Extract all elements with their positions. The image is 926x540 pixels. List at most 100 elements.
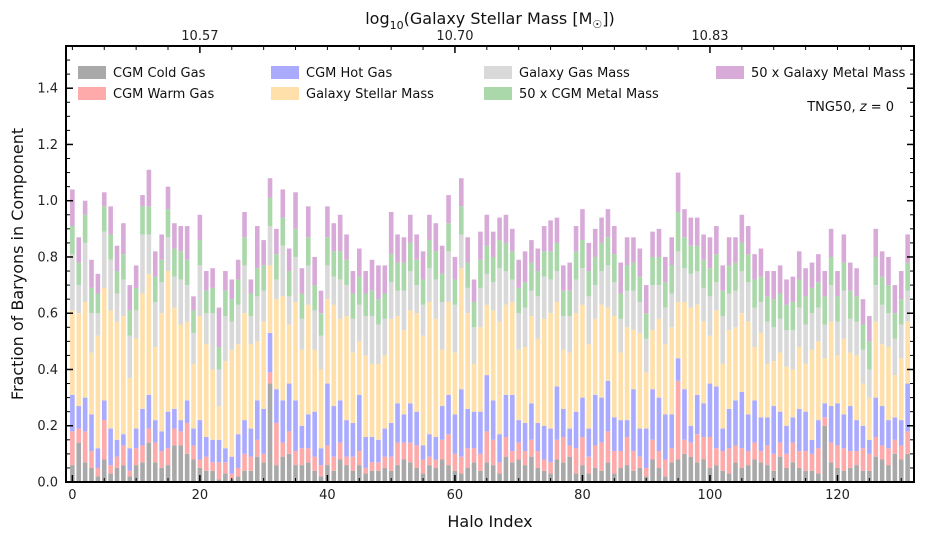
bar-segment-50-x-galaxy-metal-mass-88	[631, 237, 636, 263]
legend-label: CGM Hot Gas	[306, 66, 392, 81]
bar-segment-cgm-warm-gas-16	[172, 428, 177, 446]
bar-segment-galaxy-stellar-mass-24	[223, 361, 228, 449]
bar-segment-cgm-warm-gas-23	[216, 462, 222, 480]
bar-segment-50-x-cgm-metal-mass-98	[694, 245, 700, 272]
bar-segment-galaxy-gas-mass-39	[318, 335, 324, 370]
bar-segment-50-x-cgm-metal-mass-29	[254, 268, 260, 297]
bar-segment-50-x-galaxy-metal-mass-110	[771, 271, 777, 300]
bar-segment-cgm-cold-gas-2	[82, 462, 88, 482]
bar-segment-cgm-cold-gas-65	[484, 462, 490, 482]
bar-segment-cgm-warm-gas-6	[108, 465, 113, 474]
bar-segment-50-x-cgm-metal-mass-9	[127, 310, 133, 336]
bar-stack-102	[720, 265, 726, 482]
bar-segment-50-x-galaxy-metal-mass-6	[108, 206, 113, 235]
bar-segment-cgm-hot-gas-66	[490, 400, 496, 440]
bar-segment-50-x-cgm-metal-mass-79	[573, 251, 579, 280]
bar-segment-cgm-cold-gas-45	[357, 465, 362, 482]
bar-segment-cgm-warm-gas-35	[293, 451, 298, 466]
bar-stack-77	[561, 265, 566, 482]
bar-segment-50-x-galaxy-metal-mass-116	[809, 262, 815, 288]
bar-segment-50-x-cgm-metal-mass-49	[382, 293, 388, 319]
bar-segment-cgm-cold-gas-81	[586, 473, 592, 482]
bar-segment-50-x-cgm-metal-mass-70	[516, 287, 521, 314]
bar-stack-100	[707, 237, 713, 482]
bar-segment-galaxy-gas-mass-122	[847, 318, 853, 353]
bar-segment-cgm-cold-gas-102	[720, 470, 726, 482]
bar-segment-galaxy-gas-mass-47	[369, 316, 375, 364]
bar-segment-50-x-galaxy-metal-mass-46	[363, 271, 368, 294]
bar-stack-128	[886, 256, 891, 482]
bar-segment-galaxy-stellar-mass-26	[235, 344, 241, 435]
bar-stack-101	[714, 226, 719, 482]
bar-segment-galaxy-gas-mass-17	[178, 279, 184, 325]
bar-segment-50-x-cgm-metal-mass-99	[701, 259, 706, 288]
bar-segment-cgm-hot-gas-83	[599, 397, 604, 443]
bar-segment-galaxy-stellar-mass-34	[286, 324, 292, 384]
bar-segment-cgm-cold-gas-72	[529, 456, 534, 482]
bar-segment-galaxy-stellar-mass-76	[554, 301, 560, 387]
bar-segment-galaxy-gas-mass-51	[395, 290, 400, 317]
bar-segment-galaxy-stellar-mass-67	[497, 321, 502, 435]
bar-segment-galaxy-stellar-mass-55	[420, 335, 426, 446]
bar-segment-50-x-galaxy-metal-mass-123	[854, 268, 859, 297]
bar-segment-cgm-hot-gas-90	[643, 428, 649, 468]
bar-segment-galaxy-gas-mass-29	[254, 296, 260, 342]
bar-segment-50-x-galaxy-metal-mass-49	[382, 265, 388, 294]
bar-segment-cgm-cold-gas-70	[516, 459, 521, 482]
bar-segment-cgm-cold-gas-101	[714, 465, 719, 482]
top-axis-title-sub: 10	[390, 19, 404, 32]
bar-segment-galaxy-gas-mass-2	[82, 242, 88, 302]
bar-segment-50-x-cgm-metal-mass-21	[203, 290, 209, 314]
bar-segment-galaxy-stellar-mass-73	[535, 338, 541, 423]
bar-segment-cgm-cold-gas-19	[191, 459, 196, 482]
bar-segment-galaxy-gas-mass-106	[745, 282, 751, 322]
bar-segment-cgm-warm-gas-33	[280, 442, 286, 457]
x-tick-label: 60	[447, 488, 464, 503]
bar-segment-cgm-hot-gas-99	[701, 403, 706, 437]
bar-segment-cgm-hot-gas-100	[707, 383, 713, 437]
bar-segment-cgm-cold-gas-40	[325, 465, 330, 482]
bar-stack-63	[471, 279, 477, 482]
bar-segment-cgm-warm-gas-50	[388, 456, 394, 471]
bar-segment-galaxy-stellar-mass-22	[210, 369, 215, 440]
bar-segment-cgm-cold-gas-5	[101, 459, 107, 482]
bar-segment-galaxy-gas-mass-1	[76, 285, 82, 314]
bar-segment-50-x-galaxy-metal-mass-106	[745, 226, 751, 255]
bar-stack-69	[510, 228, 515, 482]
bar-segment-cgm-warm-gas-8	[121, 445, 126, 466]
bar-segment-50-x-galaxy-metal-mass-131	[905, 234, 910, 263]
bar-segment-cgm-hot-gas-44	[350, 422, 356, 457]
bar-segment-galaxy-stellar-mass-116	[809, 349, 815, 440]
bar-segment-cgm-warm-gas-44	[350, 456, 356, 471]
bar-segment-50-x-galaxy-metal-mass-95	[675, 172, 681, 212]
bar-segment-galaxy-gas-mass-108	[758, 301, 764, 333]
bar-stack-13	[152, 251, 158, 482]
bar-segment-50-x-cgm-metal-mass-83	[599, 242, 604, 272]
bar-segment-50-x-galaxy-metal-mass-0	[70, 189, 75, 227]
bar-segment-cgm-warm-gas-39	[318, 465, 324, 477]
bar-stack-98	[694, 217, 700, 482]
bar-segment-cgm-warm-gas-68	[503, 436, 509, 457]
bar-segment-galaxy-stellar-mass-44	[350, 352, 356, 423]
bar-stack-44	[350, 271, 356, 482]
bar-segment-50-x-galaxy-metal-mass-130	[898, 271, 904, 300]
bar-segment-cgm-hot-gas-45	[357, 394, 362, 452]
bar-segment-50-x-galaxy-metal-mass-67	[497, 217, 502, 241]
bar-segment-50-x-galaxy-metal-mass-58	[439, 245, 445, 274]
bar-segment-cgm-cold-gas-94	[669, 462, 675, 482]
bar-segment-cgm-hot-gas-61	[459, 389, 464, 457]
bar-segment-cgm-hot-gas-76	[554, 386, 560, 440]
bar-segment-cgm-hot-gas-92	[656, 397, 662, 452]
bar-segment-cgm-warm-gas-45	[357, 451, 362, 466]
bar-segment-50-x-cgm-metal-mass-125	[867, 341, 872, 370]
bar-segment-galaxy-gas-mass-103	[726, 293, 732, 331]
bar-segment-cgm-cold-gas-3	[89, 467, 94, 482]
bar-segment-50-x-galaxy-metal-mass-48	[376, 265, 381, 300]
bar-segment-cgm-warm-gas-17	[178, 431, 184, 446]
bar-segment-50-x-cgm-metal-mass-90	[643, 313, 649, 339]
bar-segment-cgm-warm-gas-104	[733, 445, 738, 463]
bar-segment-cgm-hot-gas-108	[758, 417, 764, 452]
top-axis-title-rest: (Galaxy Stellar Mass [M	[404, 9, 593, 28]
bar-segment-galaxy-gas-mass-61	[459, 234, 464, 269]
bar-segment-cgm-warm-gas-75	[548, 462, 553, 474]
